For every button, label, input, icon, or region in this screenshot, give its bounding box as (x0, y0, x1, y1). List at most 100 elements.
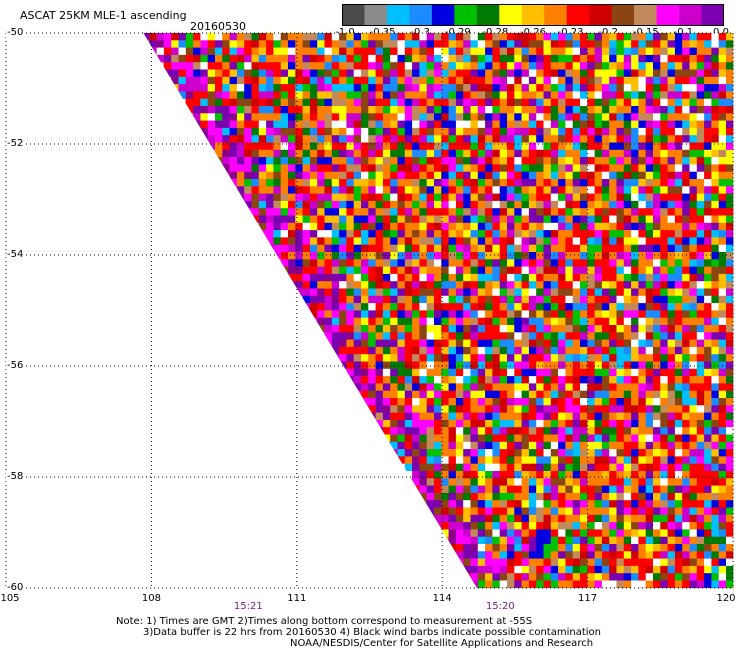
heatmap-cell (236, 186, 245, 194)
heatmap-cell (711, 98, 719, 107)
heatmap-cell (601, 40, 610, 48)
heatmap-cell (207, 120, 215, 129)
heatmap-cell (499, 565, 507, 574)
heatmap-cell (397, 281, 405, 289)
heatmap-cell (638, 368, 646, 377)
heatmap-cell (448, 244, 456, 253)
heatmap-cell (214, 54, 223, 63)
heatmap-cell (433, 84, 442, 92)
heatmap-cell (382, 325, 391, 333)
heatmap-cell (652, 500, 661, 508)
heatmap-cell (251, 40, 259, 48)
heatmap-cell (718, 237, 726, 245)
heatmap-cell (674, 471, 683, 479)
heatmap-cell (521, 500, 529, 508)
heatmap-cell (616, 208, 624, 216)
heatmap-cell (419, 325, 427, 333)
heatmap-cell (404, 339, 413, 348)
heatmap-cell (630, 522, 639, 530)
heatmap-cell (499, 273, 507, 282)
heatmap-cell (521, 558, 529, 567)
heatmap-cell (222, 47, 230, 56)
heatmap-cell (368, 54, 376, 63)
heatmap-cell (462, 127, 471, 136)
heatmap-cell (616, 106, 624, 114)
heatmap-cell (441, 354, 449, 362)
heatmap-cell (711, 157, 719, 165)
heatmap-cell (404, 266, 413, 275)
heatmap-cell (565, 303, 573, 311)
heatmap-cell (477, 492, 486, 501)
heatmap-cell (616, 281, 624, 289)
heatmap-cell (681, 84, 690, 92)
heatmap-cell (506, 551, 515, 559)
heatmap-cell (492, 412, 500, 421)
heatmap-cell (528, 456, 537, 464)
heatmap-cell (273, 84, 281, 92)
heatmap-cell (703, 398, 712, 406)
heatmap-cell (411, 76, 420, 85)
heatmap-cell (528, 376, 537, 384)
heatmap-cell (616, 565, 624, 574)
heatmap-cell (368, 208, 376, 216)
heatmap-cell (360, 376, 369, 384)
heatmap-cell (236, 84, 245, 92)
heatmap-cell (499, 449, 507, 457)
heatmap-cell (236, 142, 245, 151)
heatmap-cell (360, 157, 369, 165)
heatmap-cell (711, 47, 719, 56)
heatmap-cell (535, 215, 544, 224)
heatmap-cell (572, 281, 580, 289)
heatmap-cell (652, 449, 661, 457)
heatmap-cell (462, 434, 471, 443)
heatmap-cell (725, 441, 734, 450)
heatmap-cell (470, 332, 478, 340)
heatmap-cell (667, 295, 675, 304)
heatmap-cell (594, 40, 602, 48)
heatmap-cell (587, 558, 595, 567)
heatmap-cell (470, 456, 478, 464)
heatmap-cell (470, 383, 478, 391)
heatmap-cell (572, 106, 580, 114)
heatmap-cell (543, 295, 551, 304)
heatmap-cell (608, 215, 617, 224)
heatmap-cell (594, 237, 602, 245)
heatmap-cell (514, 551, 522, 559)
heatmap-cell (419, 215, 427, 224)
heatmap-cell (470, 98, 478, 107)
heatmap-cell (616, 434, 624, 443)
heatmap-cell (718, 565, 726, 574)
heatmap-cell (528, 573, 537, 581)
heatmap-cell (630, 419, 639, 428)
heatmap-cell (579, 54, 588, 63)
heatmap-cell (681, 193, 690, 202)
heatmap-cell (353, 127, 361, 136)
heatmap-cell (594, 157, 602, 165)
heatmap-cell (419, 171, 427, 180)
heatmap-cell (550, 200, 559, 209)
heatmap-cell (557, 208, 566, 216)
heatmap-cell (652, 354, 661, 362)
heatmap-cell (397, 33, 405, 41)
heatmap-cell (696, 47, 705, 56)
heatmap-cell (587, 544, 595, 552)
heatmap-cell (616, 40, 624, 48)
heatmap-cell (441, 514, 449, 523)
heatmap-cell (616, 273, 624, 282)
heatmap-cell (703, 215, 712, 224)
heatmap-cell (360, 135, 369, 143)
heatmap-cell (462, 303, 471, 311)
heatmap-cell (616, 346, 624, 355)
heatmap-cell (601, 62, 610, 70)
heatmap-cell (397, 361, 405, 370)
heatmap-cell (506, 346, 515, 355)
heatmap-cell (484, 456, 493, 464)
heatmap-cell (236, 47, 245, 56)
heatmap-cell (535, 120, 544, 129)
heatmap-cell (623, 186, 632, 194)
heatmap-cell (455, 98, 464, 107)
heatmap-cell (331, 164, 340, 172)
heatmap-cell (660, 303, 668, 311)
heatmap-cell (287, 62, 296, 70)
heatmap-cell (375, 288, 383, 297)
